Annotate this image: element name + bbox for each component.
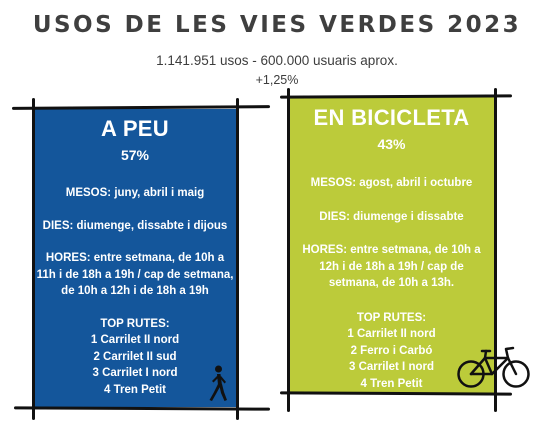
bike-frame-right (494, 88, 497, 412)
walk-route-item: 3 Carrilet I nord (92, 367, 178, 379)
walk-routes-title: TOP RUTES: (100, 317, 170, 330)
walk-months: MESOS: juny, abril i maig (65, 187, 205, 199)
bike-frame-bottom (279, 391, 513, 396)
bicycle-icon (456, 345, 531, 390)
walk-frame-left (32, 98, 35, 420)
bike-heading: EN BICICLETA (313, 105, 470, 130)
bike-months: MESOS: agost, abril i octubre (310, 177, 473, 189)
walk-frame-right (236, 98, 239, 420)
walk-percent: 57% (120, 147, 150, 163)
walk-heading: A PEU (101, 116, 169, 141)
page-title: USOS DE LES VIES VERDES 2023 (32, 12, 522, 38)
bike-panel: EN BICICLETA 43% MESOS: agost, abril i o… (288, 97, 495, 393)
bike-hours: HORES: entre setmana, de 10h a 12h i de … (302, 244, 481, 289)
walk-hours: HORES: entre setmana, de 10h a 11h i de … (36, 252, 234, 297)
bike-percent: 43% (377, 136, 406, 152)
usage-summary: 1.141.951 usos - 600.000 usuaris aprox. (156, 53, 398, 68)
walking-person-icon (203, 365, 231, 403)
walk-days: DIES: diumenge, dissabte i dijous (42, 219, 228, 232)
bike-top-routes: TOP RUTES: 1 Carrilet II nord 2 Ferro i … (288, 310, 495, 393)
walk-frame-bottom (13, 406, 271, 411)
bike-route-item: 3 Carrilet I nord (349, 361, 434, 373)
bike-route-item: 2 Ferro i Carbó (350, 344, 433, 357)
walk-route-item: 4 Tren Petit (104, 383, 166, 396)
walk-route-item: 1 Carrilet II nord (90, 334, 180, 346)
bike-frame-left (287, 88, 290, 412)
walk-route-item: 2 Carrilet II sud (93, 350, 177, 363)
bike-route-item: 1 Carrilet II nord (347, 328, 436, 340)
bike-routes-title: TOP RUTES: (356, 311, 427, 324)
walk-top-routes: TOP RUTES: 1 Carrilet II nord 2 Carrilet… (33, 316, 237, 399)
bike-route-item: 4 Tren Petit (360, 377, 423, 390)
bike-days: DIES: diumenge i dissabte (319, 210, 464, 223)
walk-panel: A PEU 57% MESOS: juny, abril i maig DIES… (33, 109, 237, 407)
usage-change: +1,25% (255, 73, 299, 87)
